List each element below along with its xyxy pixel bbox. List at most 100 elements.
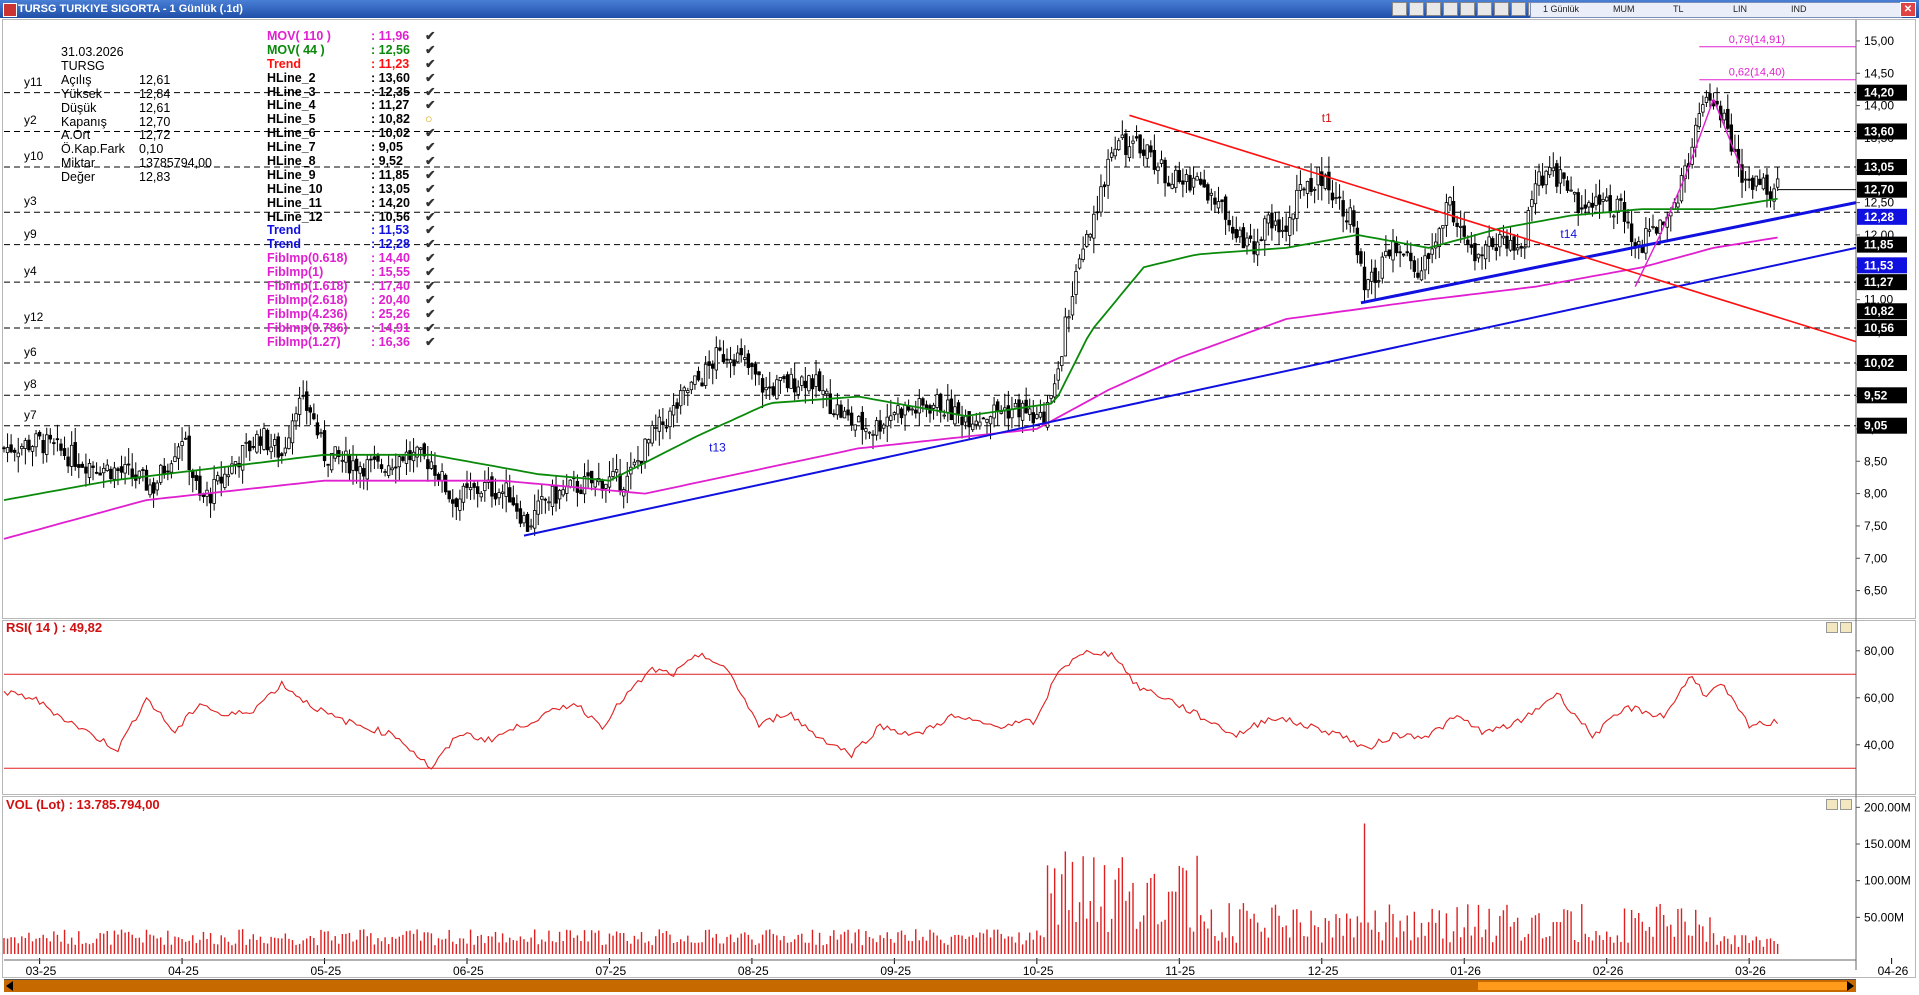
legend-check-icon[interactable]: ✔ [425, 84, 436, 99]
legend-check-icon[interactable]: ✔ [425, 140, 436, 155]
legend-check-icon[interactable]: ✔ [425, 292, 436, 307]
legend-check-icon[interactable]: ✔ [425, 265, 436, 280]
legend-check-icon[interactable]: ✔ [425, 56, 436, 71]
candle-body [351, 460, 355, 471]
candle-body [654, 427, 658, 429]
legend-check-icon[interactable]: ✔ [425, 154, 436, 169]
legend-check-icon[interactable]: ✔ [425, 334, 436, 349]
legend-check-icon[interactable]: ✔ [425, 223, 436, 238]
legend-value: : 11,27 [371, 98, 410, 113]
toolbar-tool-icon[interactable] [1409, 2, 1424, 16]
candle-body [942, 414, 946, 417]
toolbar-tool-icon[interactable] [1392, 2, 1407, 16]
legend-row[interactable]: FibImp(1.27): 16,36 ✔ [267, 334, 439, 350]
toolbar-tool-icon[interactable] [1426, 2, 1441, 16]
candle-body [426, 459, 430, 470]
rsi-close-icon[interactable] [1840, 622, 1852, 633]
legend-row[interactable]: HLine_7: 9,05 ✔ [267, 140, 439, 155]
legend-check-icon[interactable]: ✔ [425, 167, 436, 182]
legend-row[interactable]: FibImp(1.618): 17,40 ✔ [267, 279, 439, 294]
legend-check-icon[interactable]: ✔ [425, 42, 436, 57]
legend-row[interactable]: HLine_6: 10,02 ✔ [267, 126, 439, 141]
legend-row[interactable]: HLine_4: 11,27 ✔ [267, 99, 439, 113]
trend-label: t14 [1560, 227, 1577, 241]
legend-row[interactable]: MOV( 44 ): 12,56 ✔ [267, 42, 439, 58]
candle-body [454, 498, 459, 508]
legend-check-icon[interactable]: ✔ [425, 126, 436, 141]
legend-row[interactable]: HLine_8: 9,52 ✔ [267, 154, 439, 169]
legend-check-icon[interactable]: ○ [425, 112, 433, 127]
legend-row[interactable]: Trend: 11,53 ✔ [267, 224, 439, 238]
candle-body [1366, 279, 1370, 291]
legend-row[interactable]: FibImp(0.618): 14,40 ✔ [267, 251, 439, 266]
ohlc-label: Yüksek [61, 86, 102, 101]
price-label-box [1857, 387, 1907, 404]
legend-row[interactable]: MOV( 110 ): 11,96 ✔ [267, 29, 439, 44]
legend-label: HLine_2 [267, 70, 316, 85]
volume-close-icon[interactable] [1840, 799, 1852, 810]
price-tick-label: 8,00 [1864, 487, 1888, 501]
legend-row[interactable]: FibImp(2.618): 20,40 ✔ [267, 292, 439, 308]
legend-check-icon[interactable]: ✔ [425, 209, 436, 224]
mode-period[interactable]: 1 Günlük [1543, 4, 1580, 14]
legend-row[interactable]: Trend: 11,23 ✔ [267, 56, 439, 72]
toolbar-tool-icon[interactable] [1460, 2, 1475, 16]
legend-row[interactable]: HLine_9: 11,85 ✔ [267, 167, 439, 183]
legend-check-icon[interactable]: ✔ [425, 279, 436, 294]
time-scrollbar[interactable] [4, 979, 1856, 992]
legend-check-icon[interactable]: ✔ [425, 237, 436, 252]
legend-check-icon[interactable]: ✔ [425, 320, 436, 335]
legend-check-icon[interactable]: ✔ [425, 181, 436, 196]
legend-row[interactable]: HLine_2: 13,60 ✔ [267, 70, 439, 86]
candle-body [661, 421, 665, 426]
legend-check-icon[interactable]: ✔ [425, 251, 436, 266]
legend-row[interactable]: HLine_11: 14,20 ✔ [267, 195, 439, 211]
toolbar-tool-icon[interactable] [1511, 2, 1526, 16]
toolbar-tool-icon[interactable] [1494, 2, 1509, 16]
candle-body [1572, 192, 1577, 195]
legend-row[interactable]: HLine_5: 10,82 ○ [267, 112, 439, 127]
candle-body [1052, 383, 1057, 398]
candle-body [1590, 202, 1595, 208]
legend-row[interactable]: FibImp(0.786): 14,91 ✔ [267, 320, 439, 336]
candle-body [1466, 239, 1470, 245]
legend-row[interactable]: FibImp(1): 15,55 ✔ [267, 265, 439, 280]
legend-check-icon[interactable]: ✔ [425, 195, 436, 210]
legend-row[interactable]: HLine_3: 12,35 ✔ [267, 84, 439, 100]
candle-body [1006, 405, 1011, 419]
scroll-left-icon[interactable] [6, 981, 13, 991]
volume-panel-button[interactable] [1826, 799, 1838, 810]
candle-body [91, 465, 95, 468]
candle-body [582, 476, 587, 495]
trend-line-blue-upper [1360, 201, 1857, 305]
mode-candle[interactable]: MUM [1613, 4, 1635, 14]
legend-row[interactable]: FibImp(4.236): 25,26 ✔ [267, 306, 439, 322]
rsi-panel-button[interactable] [1826, 622, 1838, 633]
toolbar-tool-icon[interactable] [1443, 2, 1458, 16]
candle-body [1330, 192, 1335, 201]
close-icon[interactable]: ✕ [1900, 2, 1916, 17]
scroll-right-icon[interactable] [1847, 981, 1854, 991]
toolbar-tool-icon[interactable] [1477, 2, 1492, 16]
candle-body [882, 424, 886, 429]
legend-check-icon[interactable]: ✔ [425, 98, 436, 113]
candle-body [899, 408, 904, 419]
legend-row[interactable]: HLine_10: 13,05 ✔ [267, 181, 439, 197]
scroll-thumb[interactable] [1478, 982, 1848, 990]
legend-row[interactable]: Trend: 12,28 ✔ [267, 237, 439, 252]
candle-body [1088, 233, 1092, 238]
candle-body [493, 493, 498, 500]
legend-check-icon[interactable]: ✔ [425, 70, 436, 85]
candle-body [1676, 202, 1680, 208]
legend-check-icon[interactable]: ✔ [425, 306, 436, 321]
candle-body [20, 445, 24, 450]
mode-currency[interactable]: TL [1673, 4, 1684, 14]
legend-value: : 15,55 [371, 265, 410, 280]
mode-scale[interactable]: LIN [1733, 4, 1748, 14]
mode-indicator[interactable]: IND [1791, 4, 1807, 14]
legend-check-icon[interactable]: ✔ [425, 29, 436, 43]
candle-body [479, 492, 483, 498]
ohlc-info: 31.03.2026 TURSG Açılış 12,61 Yüksek 12,84 Düş… [61, 45, 212, 185]
legend-row[interactable]: HLine_12: 10,56 ✔ [267, 209, 439, 225]
